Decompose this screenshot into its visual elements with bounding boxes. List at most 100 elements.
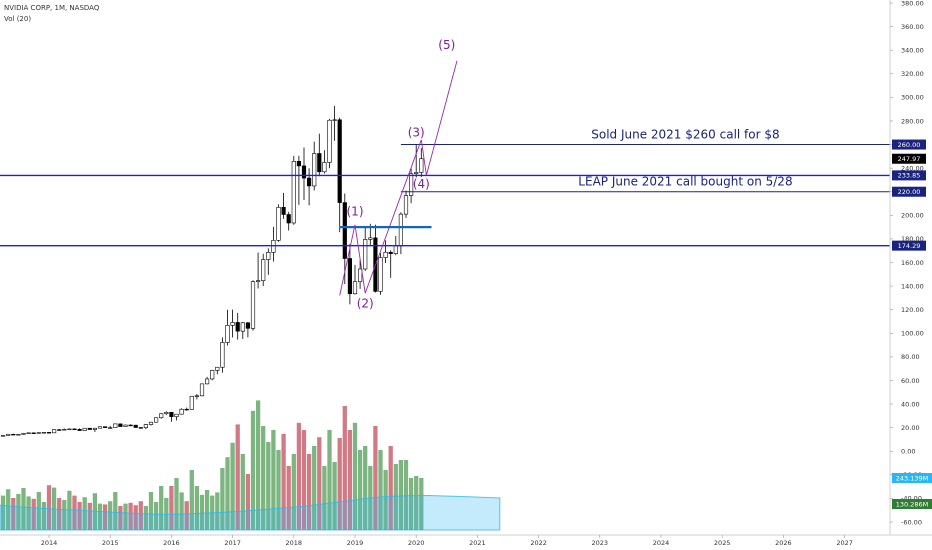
candle-body — [419, 158, 424, 173]
volume-bar — [255, 400, 261, 530]
candle-body — [6, 433, 11, 436]
volume-bar — [97, 503, 103, 530]
volume-badge — [892, 473, 932, 483]
volume-ma — [0, 494, 501, 531]
volume-bar — [199, 494, 205, 530]
volume-bar — [87, 502, 92, 530]
candle-body — [82, 427, 87, 431]
volume-bar — [36, 492, 41, 530]
horizontal-lines: Sold June 2021 $260 call for $8 LEAP June… — [0, 128, 890, 247]
candle-body — [36, 432, 41, 434]
price-badge — [892, 153, 926, 164]
volume-bar — [184, 501, 189, 530]
candle-body — [72, 428, 77, 431]
candle-body — [240, 322, 245, 332]
price-tick-label: 140.00 — [901, 282, 924, 290]
volume-bar — [220, 468, 225, 530]
volume-bar — [250, 410, 256, 530]
time-tick-label: 2019 — [347, 539, 364, 547]
volume-legend: Vol (20) — [4, 15, 32, 23]
volume-bar — [357, 450, 363, 530]
volume-bar — [11, 498, 16, 530]
volume-bar — [67, 490, 72, 530]
candle-body — [250, 281, 256, 329]
wave-label: (2) — [357, 296, 374, 310]
candle-body — [62, 428, 67, 431]
candle-body — [261, 259, 266, 281]
time-tick-label: 2021 — [469, 539, 486, 547]
volume-bar — [327, 430, 332, 530]
volume-bars — [0, 400, 424, 530]
volume-bar — [57, 498, 62, 530]
candle-body — [154, 417, 159, 423]
volume-ma-area — [0, 494, 501, 531]
candle-body — [245, 322, 250, 329]
candle-body — [220, 342, 225, 368]
volume-bar — [102, 504, 108, 530]
candle-body — [113, 423, 118, 428]
candle-body — [52, 429, 57, 434]
candle-body — [179, 408, 184, 415]
volume-bar — [306, 454, 312, 530]
candle-body — [368, 237, 373, 240]
candle-body — [189, 395, 194, 410]
candle-body — [184, 408, 189, 411]
volume-bar — [403, 460, 409, 530]
time-tick-label: 2017 — [224, 539, 241, 547]
candle-body — [286, 214, 291, 224]
candle-body — [11, 433, 16, 436]
candle-body — [393, 245, 398, 254]
wave-label: (4) — [413, 177, 430, 191]
volume-bar — [383, 470, 388, 530]
candle-body — [31, 432, 36, 434]
time-tick-label: 2015 — [102, 539, 119, 547]
candle-body — [103, 426, 108, 428]
price-tick-label: 60.00 — [901, 377, 920, 385]
price-badge — [892, 186, 926, 197]
time-tick-label: 2020 — [408, 539, 425, 547]
candle-body — [199, 383, 205, 397]
price-tick-label: 100.00 — [901, 330, 924, 338]
price-tick-label: 120.00 — [901, 306, 924, 314]
volume-bar — [72, 495, 77, 530]
candle-body — [67, 428, 72, 431]
volume-bar — [342, 406, 347, 530]
candle-body — [205, 378, 210, 385]
volume-bar — [26, 496, 31, 530]
candle-body — [266, 252, 271, 260]
price-tick-label: 300.00 — [901, 94, 924, 102]
volume-bar — [204, 490, 210, 530]
candle-body — [225, 325, 230, 343]
price-badge — [892, 240, 926, 251]
candle-body — [307, 177, 312, 187]
price-badge-label: 233.85 — [898, 172, 921, 180]
candle-body — [46, 432, 52, 434]
volume-bar — [174, 478, 179, 530]
wave-label: (3) — [408, 125, 425, 139]
volume-bar — [215, 492, 220, 530]
price-badge-label: 220.00 — [898, 188, 921, 196]
time-tick-label: 2014 — [41, 539, 58, 547]
candle-body — [174, 413, 179, 417]
wave-label: (5) — [438, 38, 455, 52]
volume-bar — [62, 500, 67, 530]
wave-label: (1) — [347, 204, 364, 218]
volume-bar — [286, 466, 291, 530]
price-badge-label: 260.00 — [898, 141, 921, 149]
volume-bar — [153, 502, 159, 530]
time-tick-label: 2016 — [163, 539, 180, 547]
candle-body — [347, 258, 352, 295]
candle-body — [164, 412, 169, 415]
volume-badge — [892, 499, 932, 509]
candle-body — [148, 421, 154, 425]
candle-body — [398, 213, 403, 247]
time-tick-label: 2018 — [286, 539, 303, 547]
candle-body — [301, 165, 307, 179]
candle-body — [77, 429, 82, 431]
price-tick-label: 160.00 — [901, 259, 924, 267]
candle-body — [123, 424, 128, 427]
volume-bar — [352, 422, 358, 530]
candle-body — [409, 173, 414, 196]
volume-bar — [113, 492, 118, 530]
